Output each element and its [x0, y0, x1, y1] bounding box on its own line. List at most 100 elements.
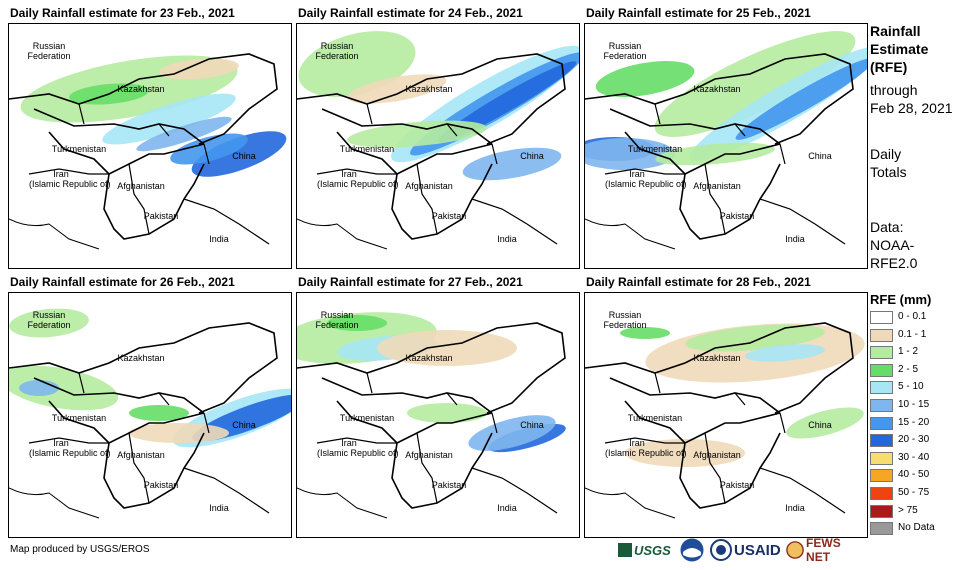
legend-swatch — [870, 328, 893, 342]
side-title-line3: (RFE) — [870, 59, 908, 75]
country-label-iran: Iran (Islamic Republic of) — [29, 169, 111, 189]
country-label-russia: Russian Federation — [27, 310, 71, 330]
rainfall-map: Russian Federation Kazakhstan Turkmenistan I… — [296, 23, 580, 269]
legend-title: RFE (mm) — [870, 292, 932, 307]
panel-title: Daily Rainfall estimate for 26 Feb., 202… — [10, 275, 235, 289]
legend-label: 40 - 50 — [898, 469, 930, 481]
map-panel-feb28: Daily Rainfall estimate for 28 Feb., 202… — [584, 275, 872, 541]
legend-label: 20 - 30 — [898, 434, 930, 446]
fews-net-logo: FEWS NET — [786, 536, 862, 564]
usaid-logo: USAID — [734, 541, 781, 559]
country-label-pakistan: Pakistan — [431, 211, 467, 221]
country-label-india: India — [497, 234, 517, 244]
country-label-iran: Iran (Islamic Republic of) — [605, 438, 687, 458]
legend-swatch — [870, 451, 893, 465]
legend-swatch — [870, 522, 893, 536]
country-label-india: India — [497, 503, 517, 513]
legend-swatch — [870, 381, 893, 395]
map-panel-feb27: Daily Rainfall estimate for 27 Feb., 202… — [296, 275, 584, 541]
legend-label: 30 - 40 — [898, 451, 930, 463]
legend-swatch — [870, 311, 893, 324]
country-label-china: China — [808, 151, 832, 161]
panel-title: Daily Rainfall estimate for 24 Feb., 202… — [298, 6, 523, 20]
usaid-seal-icon — [710, 537, 732, 563]
country-label-turkmenistan: Turkmenistan — [627, 144, 683, 154]
side-totals-label: Totals — [870, 164, 907, 180]
rainfall-map: Russian Federation Kazakhstan Turkmenistan I… — [584, 292, 868, 538]
rainfall-map: Russian Federation Kazakhstan Turkmenistan I… — [8, 23, 292, 269]
country-label-iran: Iran (Islamic Republic of) — [317, 438, 399, 458]
country-label-turkmenistan: Turkmenistan — [627, 413, 683, 423]
panel-title: Daily Rainfall estimate for 25 Feb., 202… — [586, 6, 811, 20]
country-label-turkmenistan: Turkmenistan — [339, 413, 395, 423]
rainfall-map: Russian Federation Kazakhstan Turkmenistan I… — [296, 292, 580, 538]
legend-label: 50 - 75 — [898, 487, 930, 498]
rainfall-map: Russian Federation Kazakhstan Turkmenistan I… — [8, 292, 292, 538]
logo-strip: USGS USAID FEWS NET — [618, 536, 862, 565]
country-label-afghanistan: Afghanistan — [693, 450, 741, 460]
legend-label: 15 - 20 — [898, 416, 930, 428]
legend-label: No Data — [898, 522, 935, 534]
map-panel-feb26: Daily Rainfall estimate for 26 Feb., 202… — [8, 275, 296, 541]
side-data-source2: RFE2.0 — [870, 255, 918, 271]
legend-swatch — [870, 469, 893, 483]
country-label-pakistan: Pakistan — [143, 211, 179, 221]
legend-swatch — [870, 504, 893, 518]
country-label-russia: Russian Federation — [315, 310, 359, 330]
country-label-iran: Iran (Islamic Republic of) — [605, 169, 687, 189]
country-label-pakistan: Pakistan — [719, 480, 755, 490]
legend-swatch — [870, 416, 893, 430]
country-label-russia: Russian Federation — [315, 41, 359, 61]
country-label-russia: Russian Federation — [603, 41, 647, 61]
country-label-kazakhstan: Kazakhstan — [693, 84, 741, 94]
map-canvas — [297, 312, 566, 519]
panel-title: Daily Rainfall estimate for 23 Feb., 202… — [10, 6, 235, 20]
country-label-pakistan: Pakistan — [143, 480, 179, 490]
country-label-china: China — [520, 151, 544, 161]
country-label-afghanistan: Afghanistan — [405, 181, 453, 191]
map-canvas — [9, 308, 291, 519]
country-label-pakistan: Pakistan — [719, 211, 755, 221]
country-label-china: China — [808, 420, 832, 430]
country-label-kazakhstan: Kazakhstan — [117, 353, 165, 363]
country-label-india: India — [785, 234, 805, 244]
map-canvas — [297, 31, 579, 250]
side-title-line1: Rainfall — [870, 23, 921, 39]
legend-label: 2 - 5 — [898, 363, 919, 375]
country-label-russia: Russian Federation — [603, 310, 647, 330]
country-label-kazakhstan: Kazakhstan — [405, 84, 453, 94]
country-label-iran: Iran (Islamic Republic of) — [29, 438, 111, 458]
legend-label: 10 - 15 — [898, 399, 930, 410]
legend-label: 0 - 0.1 — [898, 311, 927, 322]
country-label-turkmenistan: Turkmenistan — [51, 413, 107, 423]
country-label-india: India — [209, 503, 229, 513]
side-title-line2: Estimate — [870, 41, 929, 57]
country-label-china: China — [232, 420, 256, 430]
country-label-afghanistan: Afghanistan — [405, 450, 453, 460]
credit-text: Map produced by USGS/EROS — [10, 544, 150, 555]
country-label-kazakhstan: Kazakhstan — [693, 353, 741, 363]
country-label-turkmenistan: Turkmenistan — [339, 144, 395, 154]
country-label-china: China — [520, 420, 544, 430]
panel-title: Daily Rainfall estimate for 27 Feb., 202… — [298, 275, 523, 289]
country-label-iran: Iran (Islamic Republic of) — [317, 169, 399, 189]
country-label-turkmenistan: Turkmenistan — [51, 144, 107, 154]
legend-swatch — [870, 363, 893, 377]
panel-title: Daily Rainfall estimate for 28 Feb., 202… — [586, 275, 811, 289]
legend-swatch — [870, 399, 893, 412]
map-canvas — [585, 322, 865, 519]
country-label-afghanistan: Afghanistan — [693, 181, 741, 191]
legend-label: 1 - 2 — [898, 346, 919, 358]
country-label-afghanistan: Afghanistan — [117, 181, 165, 191]
map-canvas — [9, 53, 287, 250]
usgs-logo: USGS — [618, 537, 671, 563]
legend-label: > 75 — [898, 504, 918, 516]
map-panel-feb25: Daily Rainfall estimate for 25 Feb., 202… — [584, 6, 872, 272]
country-label-india: India — [209, 234, 229, 244]
country-label-afghanistan: Afghanistan — [117, 450, 165, 460]
map-panel-feb23: Daily Rainfall estimate for 23 Feb., 202… — [8, 6, 296, 272]
country-label-china: China — [232, 151, 256, 161]
side-through-label: through — [870, 82, 918, 98]
side-data-label: Data: — [870, 219, 904, 235]
country-label-kazakhstan: Kazakhstan — [405, 353, 453, 363]
